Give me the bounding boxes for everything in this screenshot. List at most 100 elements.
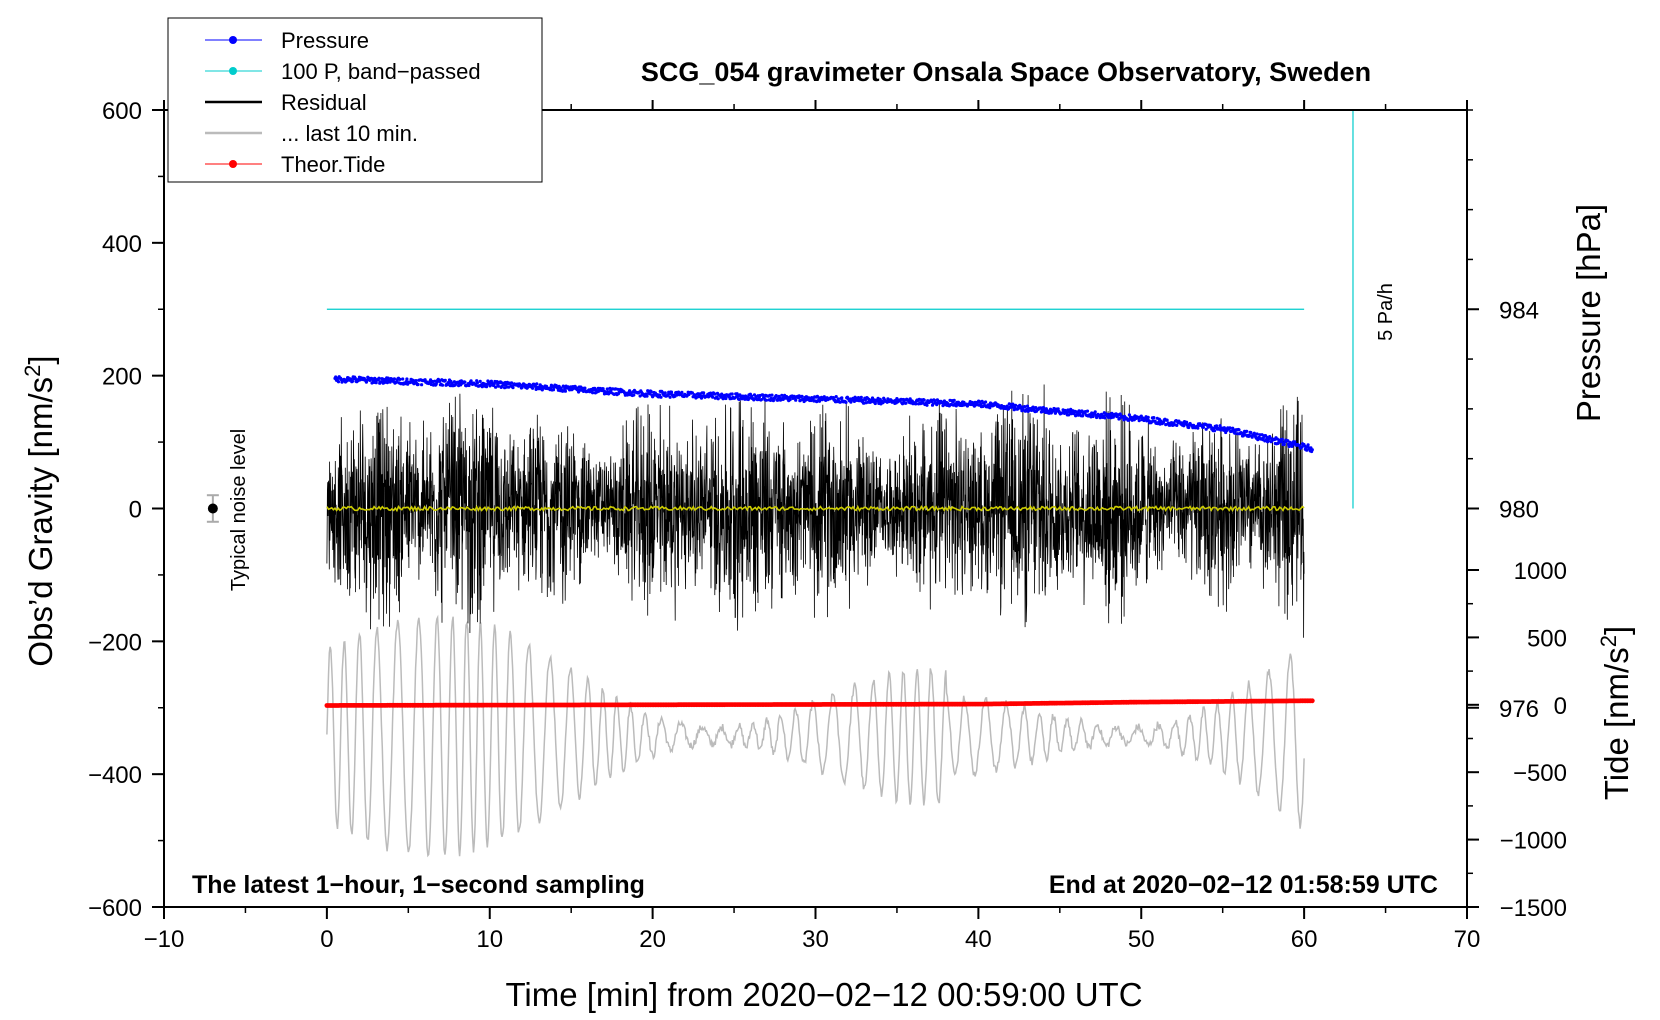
x-tick-label: 40: [965, 926, 992, 953]
pressure-point: [831, 396, 836, 400]
pressure-point: [1056, 407, 1060, 411]
pressure-point: [1091, 414, 1095, 419]
pressure-point: [1187, 425, 1191, 430]
pressure-point: [800, 394, 804, 398]
pressure-point: [350, 379, 355, 383]
pressure-point: [1228, 426, 1232, 430]
pressure-point: [1300, 445, 1304, 449]
pressure-point: [601, 387, 605, 391]
pressure-point: [561, 384, 565, 388]
tide-tick-label: −1000: [1500, 828, 1567, 855]
pressure-point: [551, 388, 556, 392]
pressure-point: [475, 381, 479, 385]
pressure-point: [563, 389, 568, 393]
noise-level-point: [207, 503, 218, 514]
pressure-point: [1103, 416, 1107, 420]
gravity-tick-label: −400: [88, 762, 142, 789]
tide-tick-label: −500: [1513, 760, 1567, 787]
tide-tick-label: 500: [1527, 625, 1567, 652]
pressure-point: [345, 379, 349, 383]
pressure-point: [764, 398, 769, 402]
pressure-point: [750, 394, 754, 398]
x-tick-label: 10: [476, 926, 503, 953]
pressure-point: [377, 376, 381, 380]
legend-box: [167, 17, 543, 183]
pressure-point: [716, 397, 720, 401]
pressure-point: [510, 381, 514, 385]
pressure-point: [398, 377, 402, 381]
pressure-point: [759, 398, 764, 402]
pressure-point: [1014, 403, 1018, 407]
pressure-point: [374, 381, 378, 385]
pressure-point: [492, 382, 496, 386]
pressure-point: [956, 400, 961, 404]
pressure-point: [1204, 427, 1208, 431]
y-axis-title-gravity-sup: 2: [20, 365, 45, 377]
pressure-point: [1255, 432, 1259, 436]
x-tick-label: 0: [320, 926, 333, 953]
rate-label-5pa: 5 Pa/h: [1375, 283, 1397, 341]
pressure-point: [1306, 443, 1310, 447]
pressure-point: [1127, 413, 1131, 417]
pressure-point: [941, 404, 945, 408]
pressure-point: [761, 393, 765, 397]
pressure-point: [873, 401, 877, 406]
pressure-point: [443, 378, 447, 382]
pressure-point: [1237, 428, 1241, 432]
pressure-point: [1137, 419, 1141, 423]
pressure-point: [484, 385, 489, 389]
pressure-point: [713, 392, 717, 396]
pressure-point: [1175, 423, 1179, 427]
x-tick-label: 50: [1128, 926, 1155, 953]
pressure-tick-label: 976: [1499, 696, 1539, 723]
y-axis-title-gravity-end: ]: [22, 355, 59, 364]
legend-label: ... last 10 min.: [281, 121, 418, 146]
pressure-point: [770, 393, 774, 397]
x-tick-label: 60: [1291, 926, 1318, 953]
pressure-point: [1310, 448, 1314, 452]
pressure-point: [861, 398, 865, 402]
series-theor-tide-points: [324, 698, 1315, 708]
pressure-point: [383, 380, 387, 385]
pressure-point: [488, 384, 492, 388]
pressure-point: [1249, 430, 1253, 435]
pressure-point: [1218, 424, 1222, 428]
legend-label: 100 P, band−passed: [281, 59, 481, 84]
pressure-point: [1305, 448, 1309, 452]
pressure-tick-label: 984: [1499, 297, 1539, 324]
gravity-tick-label: 600: [102, 98, 142, 125]
chart-title: SCG_054 gravimeter Onsala Space Observat…: [641, 57, 1371, 87]
pressure-point: [730, 392, 734, 396]
plot-area: [206, 110, 1354, 858]
pressure-point: [711, 395, 715, 399]
pressure-point: [478, 379, 482, 383]
legend-dot: [229, 67, 237, 75]
pressure-point: [904, 401, 908, 405]
y-axis-title-gravity: Obs’d Gravity [nm/s2]: [20, 355, 59, 666]
series-last-10-min-line: [326, 614, 1305, 858]
axes: −10 0 10 20 30 40 50 60 70 −600 −400 −200 0 200 400 600…: [88, 98, 1567, 953]
pressure-point: [1034, 406, 1038, 410]
gravity-tick-label: −200: [88, 629, 142, 656]
pressure-point: [1245, 429, 1249, 433]
pressure-point: [984, 400, 988, 404]
pressure-point: [1293, 440, 1297, 444]
pressure-point: [1233, 431, 1237, 435]
pressure-point: [780, 393, 784, 397]
pressure-point: [645, 394, 649, 398]
pressure-point: [822, 395, 826, 399]
pressure-point: [834, 395, 838, 399]
legend: Pressure 100 P, band−passed Residual ... la…: [167, 17, 543, 183]
noise-level-label: Typical noise level: [228, 429, 250, 591]
tide-tick-label: 0: [1554, 693, 1567, 720]
legend-dot: [229, 36, 237, 44]
gravity-tick-label: −600: [88, 895, 142, 922]
series-pressure-points: [333, 375, 1314, 454]
y-axis-title-tide-main: Tide [nm/s: [1598, 647, 1635, 800]
annotation-bottom-left: The latest 1−hour, 1−second sampling: [192, 871, 645, 899]
pressure-point: [649, 390, 653, 394]
x-tick-label: 70: [1454, 926, 1481, 953]
pressure-tick-label: 980: [1499, 497, 1539, 524]
pressure-point: [535, 382, 539, 386]
pressure-point: [788, 398, 792, 402]
